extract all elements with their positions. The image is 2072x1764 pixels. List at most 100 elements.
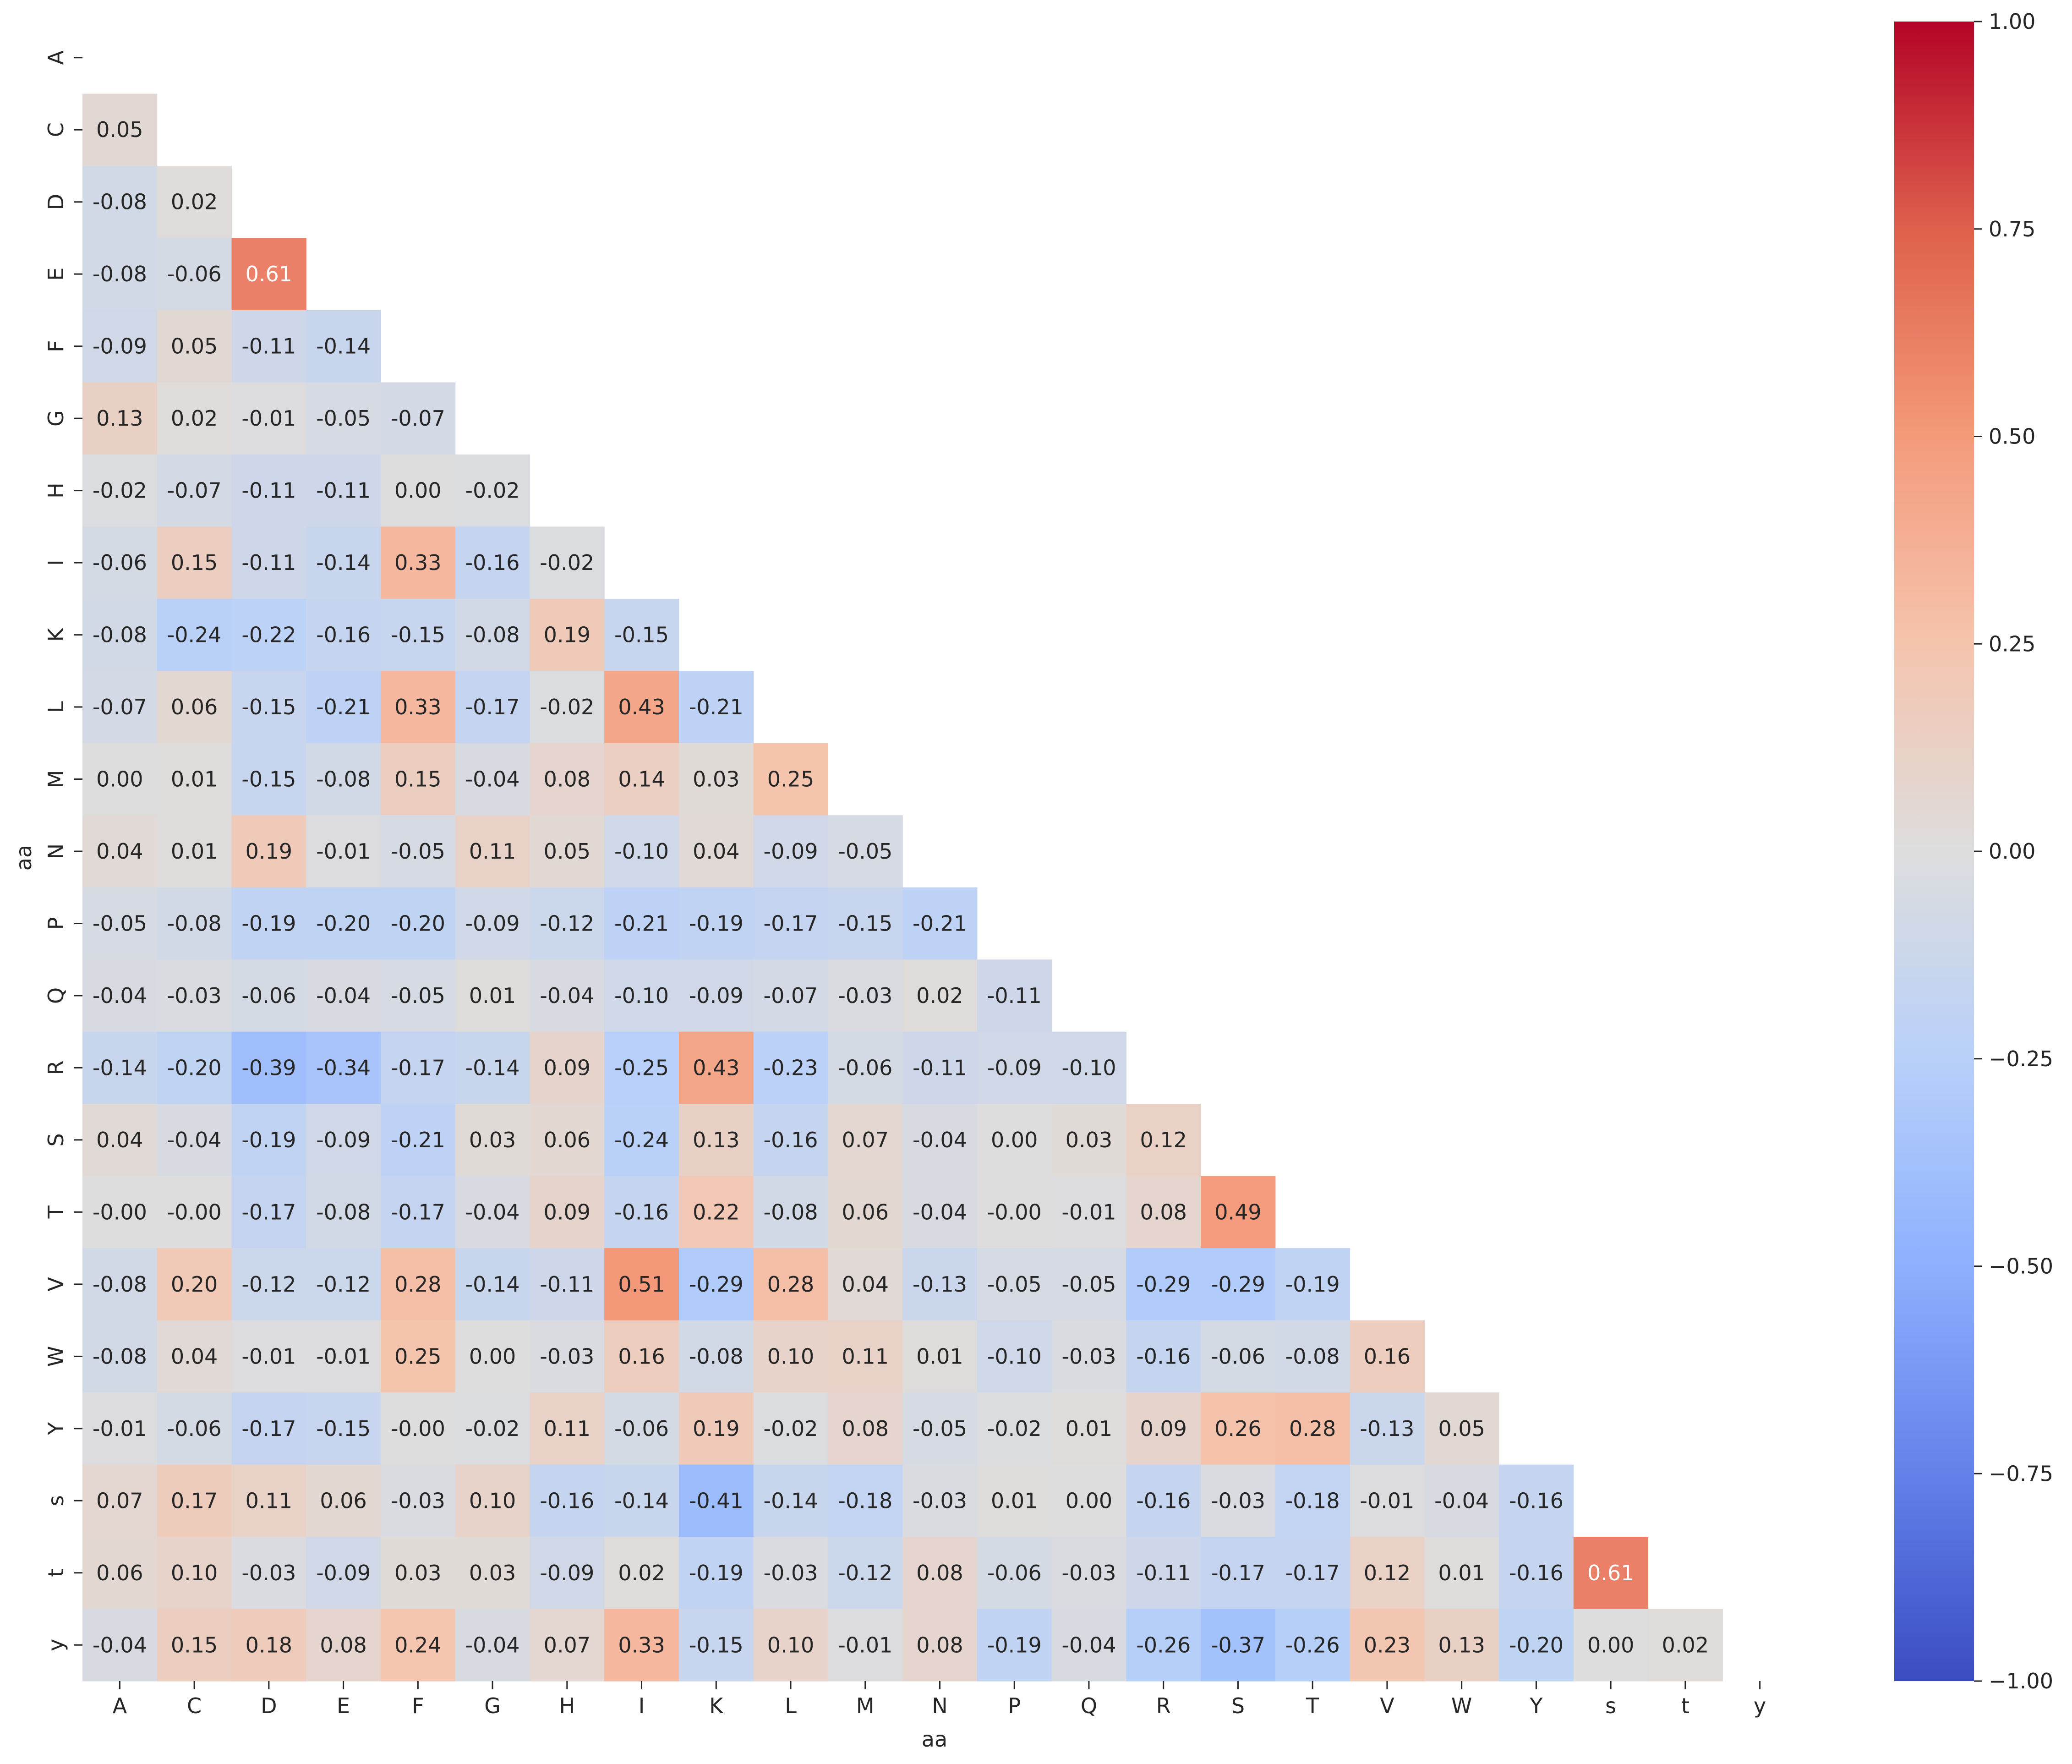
heatmap-cell — [455, 815, 530, 888]
cell-value-label: -0.01 — [316, 839, 371, 864]
heatmap-cell — [82, 165, 158, 239]
cell-value-label: -0.16 — [764, 1128, 818, 1152]
cell-value-label: -0.08 — [93, 1272, 147, 1297]
cell-value-label: -0.04 — [93, 983, 147, 1008]
cell-value-label: 0.06 — [842, 1200, 889, 1224]
x-axis-label: aa — [922, 1727, 947, 1752]
cell-value-label: -0.05 — [93, 911, 147, 936]
x-tick-label: t — [1681, 1693, 1689, 1718]
heatmap-cell — [157, 1248, 232, 1321]
x-tick-label: y — [1754, 1693, 1766, 1718]
cell-value-label: -0.15 — [614, 623, 669, 647]
cell-value-label: -0.11 — [913, 1055, 967, 1080]
heatmap-cell — [604, 743, 679, 816]
heatmap-cell — [380, 1609, 456, 1682]
cell-value-label: 0.01 — [916, 1344, 963, 1369]
cell-value-label: 0.16 — [1364, 1344, 1410, 1369]
colorbar-tick-label: 0.00 — [1989, 839, 2035, 864]
cell-value-label: -0.01 — [1360, 1488, 1414, 1513]
cell-value-label: -0.06 — [167, 1416, 222, 1441]
heatmap-cell — [231, 1320, 306, 1393]
heatmap-cell — [604, 887, 679, 960]
heatmap-cell — [306, 1464, 381, 1537]
cell-value-label: 0.09 — [1140, 1416, 1187, 1441]
cell-value-label: -0.01 — [838, 1633, 892, 1657]
heatmap-cell — [157, 238, 232, 311]
heatmap-cell — [380, 1104, 456, 1177]
cell-value-label: 0.43 — [693, 1055, 739, 1080]
x-tick-label: W — [1451, 1693, 1472, 1718]
heatmap-cell — [82, 743, 158, 816]
heatmap-cell — [828, 887, 903, 960]
cell-value-label: -0.02 — [540, 550, 594, 575]
heatmap-cell — [1201, 1248, 1276, 1321]
cell-value-label: 0.09 — [544, 1055, 590, 1080]
cell-value-label: -0.14 — [316, 550, 371, 575]
cell-value-label: 0.11 — [544, 1416, 590, 1441]
heatmap-cell — [157, 959, 232, 1032]
cell-value-label: -0.17 — [465, 695, 520, 719]
heatmap-cell — [157, 743, 232, 816]
cell-value-label: -0.01 — [93, 1416, 147, 1441]
heatmap-cell — [455, 743, 530, 816]
cell-value-label: 0.05 — [171, 334, 218, 359]
cell-value-label: -0.08 — [93, 623, 147, 647]
y-tick-label: K — [44, 627, 68, 642]
heatmap-cell — [828, 815, 903, 888]
y-tick-label: H — [44, 482, 68, 499]
cell-value-label: -0.02 — [465, 1416, 520, 1441]
cell-value-label: 0.03 — [1066, 1128, 1112, 1152]
heatmap-cell — [604, 1392, 679, 1465]
cell-value-label: -0.17 — [391, 1055, 445, 1080]
heatmap-cell — [530, 1392, 605, 1465]
heatmap-cell — [753, 887, 828, 960]
heatmap-cell — [455, 1609, 530, 1682]
cell-value-label: -0.05 — [391, 839, 445, 864]
heatmap-cell — [1499, 1537, 1574, 1610]
heatmap-cell — [678, 1176, 754, 1249]
cell-value-label: -0.04 — [465, 1633, 520, 1657]
cell-value-label: -0.04 — [913, 1128, 967, 1152]
cell-value-label: -0.03 — [540, 1344, 594, 1369]
heatmap-cell — [380, 815, 456, 888]
cell-value-label: -0.05 — [913, 1416, 967, 1441]
cell-value-label: -0.21 — [614, 911, 669, 936]
heatmap-cell — [455, 1392, 530, 1465]
heatmap-cell — [1051, 1537, 1126, 1610]
cell-value-label: 0.01 — [991, 1488, 1038, 1513]
cell-value-label: 0.23 — [1364, 1633, 1410, 1657]
heatmap-cell — [82, 887, 158, 960]
cell-value-label: 0.14 — [618, 767, 665, 792]
y-axis-ticks: A C D E F G H I K L M N P Q R S T V W Ys t y — [44, 50, 82, 1651]
heatmap-cell — [828, 1104, 903, 1177]
heatmap-cell — [828, 959, 903, 1032]
heatmap-cell — [1126, 1248, 1201, 1321]
heatmap-cell — [455, 1031, 530, 1104]
heatmap-cell — [231, 1176, 306, 1249]
colorbar-tick-label: −0.75 — [1989, 1461, 2053, 1486]
heatmap-cell — [82, 238, 158, 311]
x-tick-label: s — [1605, 1693, 1616, 1718]
heatmap-cell — [977, 1609, 1052, 1682]
cell-value-label: -0.15 — [391, 623, 445, 647]
cell-value-label: 0.09 — [544, 1200, 590, 1224]
cell-value-label: -0.14 — [465, 1055, 520, 1080]
heatmap-cell — [1275, 1392, 1350, 1465]
cell-value-label: -0.08 — [316, 767, 371, 792]
cell-value-label: 0.61 — [246, 262, 292, 286]
heatmap-cell — [828, 1031, 903, 1104]
cell-value-label: -0.04 — [167, 1128, 222, 1152]
heatmap-cell — [380, 1176, 456, 1249]
heatmap-cell — [678, 671, 754, 744]
heatmap-cell — [82, 1537, 158, 1610]
cell-value-label: 0.04 — [96, 1128, 143, 1152]
cell-value-label: 0.25 — [394, 1344, 441, 1369]
cell-value-label: -0.07 — [93, 695, 147, 719]
heatmap-cell — [828, 1320, 903, 1393]
cell-value-label: 0.13 — [693, 1128, 739, 1152]
cell-value-label: -0.15 — [241, 767, 296, 792]
heatmap-cell — [753, 815, 828, 888]
heatmap-cell — [604, 1031, 679, 1104]
cell-value-label: 0.17 — [171, 1488, 218, 1513]
cell-value-label: 0.08 — [544, 767, 590, 792]
